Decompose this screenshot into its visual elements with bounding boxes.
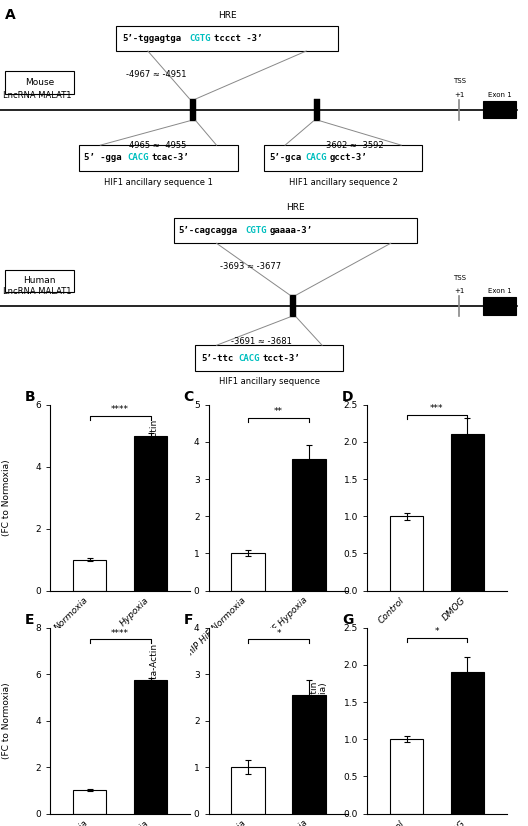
Text: 5’-ttc: 5’-ttc	[202, 354, 234, 363]
Text: G: G	[342, 613, 353, 627]
Text: HIF1 ancillary sequence 2: HIF1 ancillary sequence 2	[289, 178, 398, 187]
Text: CACG: CACG	[127, 154, 148, 163]
Text: -3691 ≈ -3681: -3691 ≈ -3681	[231, 337, 292, 346]
Text: CACG: CACG	[306, 154, 327, 163]
Text: 5’-tggagtga: 5’-tggagtga	[122, 34, 182, 43]
Text: 5’-cagcagga: 5’-cagcagga	[178, 226, 238, 235]
Bar	[264, 145, 422, 171]
Bar	[292, 458, 326, 591]
Text: **: **	[274, 407, 283, 415]
Text: gcct-3’: gcct-3’	[330, 154, 367, 163]
Bar	[483, 102, 516, 118]
Text: *: *	[435, 627, 439, 636]
Y-axis label: HIF1a activation
(FC to Normoxia): HIF1a activation (FC to Normoxia)	[0, 459, 11, 536]
Bar	[190, 99, 196, 121]
Text: +1: +1	[454, 288, 465, 294]
Text: 5’ -gga: 5’ -gga	[84, 154, 122, 163]
Bar	[134, 680, 167, 814]
Text: B: B	[25, 390, 35, 404]
Text: gaaaa-3’: gaaaa-3’	[270, 226, 313, 235]
Y-axis label: HIF1a activation
(FC to Normoxia): HIF1a activation (FC to Normoxia)	[0, 682, 11, 759]
Bar	[79, 145, 238, 171]
Bar	[5, 269, 74, 292]
Text: A: A	[5, 7, 16, 21]
Text: -4965 ≈ -4955: -4965 ≈ -4955	[126, 140, 186, 150]
Text: LncRNA MALAT1: LncRNA MALAT1	[3, 91, 71, 100]
Bar	[450, 672, 484, 814]
Text: -4967 ≈ -4951: -4967 ≈ -4951	[126, 70, 186, 79]
Text: ****: ****	[111, 629, 129, 638]
Text: D: D	[342, 390, 353, 404]
Bar	[174, 218, 417, 243]
Bar	[116, 26, 338, 51]
Text: TSS: TSS	[453, 78, 466, 84]
Y-axis label: Malat1 HIF1a promoter/Beta-Actin
(FC to Normoxia): Malat1 HIF1a promoter/Beta-Actin (FC to …	[150, 643, 169, 798]
Bar	[73, 560, 107, 591]
Bar	[73, 790, 107, 814]
Text: -3693 ≈ -3677: -3693 ≈ -3677	[220, 263, 281, 271]
Y-axis label: Malat1/Beta-actin
(FC to Normoxia): Malat1/Beta-actin (FC to Normoxia)	[308, 681, 328, 761]
Bar	[450, 434, 484, 591]
Bar	[5, 71, 74, 94]
Bar	[231, 553, 265, 591]
Text: HRE: HRE	[218, 11, 237, 20]
Text: LncRNA MALAT1: LncRNA MALAT1	[3, 287, 71, 297]
Bar	[390, 739, 423, 814]
Y-axis label: Malat1/Beta-actin
(FC to Control): Malat1/Beta-actin (FC to Control)	[308, 458, 328, 538]
Text: CACG: CACG	[238, 354, 260, 363]
Text: +1: +1	[454, 92, 465, 98]
Bar	[483, 297, 516, 315]
Text: HIF1 ancillary sequence 1: HIF1 ancillary sequence 1	[104, 178, 213, 187]
Text: C: C	[183, 390, 194, 404]
Text: HIF1 ancillary sequence: HIF1 ancillary sequence	[219, 377, 320, 386]
Text: HRE: HRE	[286, 203, 305, 211]
Bar	[134, 436, 167, 591]
Text: tccct -3’: tccct -3’	[213, 34, 262, 43]
Text: Mouse: Mouse	[25, 78, 54, 88]
Text: TSS: TSS	[453, 274, 466, 281]
Text: ****: ****	[111, 405, 129, 414]
Text: tcac-3’: tcac-3’	[151, 154, 189, 163]
Text: Exon 1: Exon 1	[488, 92, 511, 98]
Text: Exon 1: Exon 1	[488, 288, 511, 294]
Bar	[195, 345, 343, 371]
Bar	[390, 516, 423, 591]
Text: E: E	[25, 613, 34, 627]
Bar	[292, 695, 326, 814]
Text: CGTG: CGTG	[245, 226, 267, 235]
Text: 5’-gca: 5’-gca	[269, 154, 301, 163]
Text: CGTG: CGTG	[190, 34, 211, 43]
Text: -3602 ≈ -3592: -3602 ≈ -3592	[324, 140, 384, 150]
Y-axis label: Malat1 HIF1a Promoter /Beta-actin
(FC to Normoxia): Malat1 HIF1a Promoter /Beta-actin (FC to…	[150, 420, 169, 576]
Text: ***: ***	[430, 404, 444, 413]
Text: tcct-3’: tcct-3’	[262, 354, 300, 363]
Text: Human: Human	[23, 277, 56, 286]
Bar	[231, 767, 265, 814]
Text: *: *	[276, 629, 281, 638]
Bar	[290, 295, 296, 317]
Bar	[314, 99, 320, 121]
Text: F: F	[183, 613, 193, 627]
